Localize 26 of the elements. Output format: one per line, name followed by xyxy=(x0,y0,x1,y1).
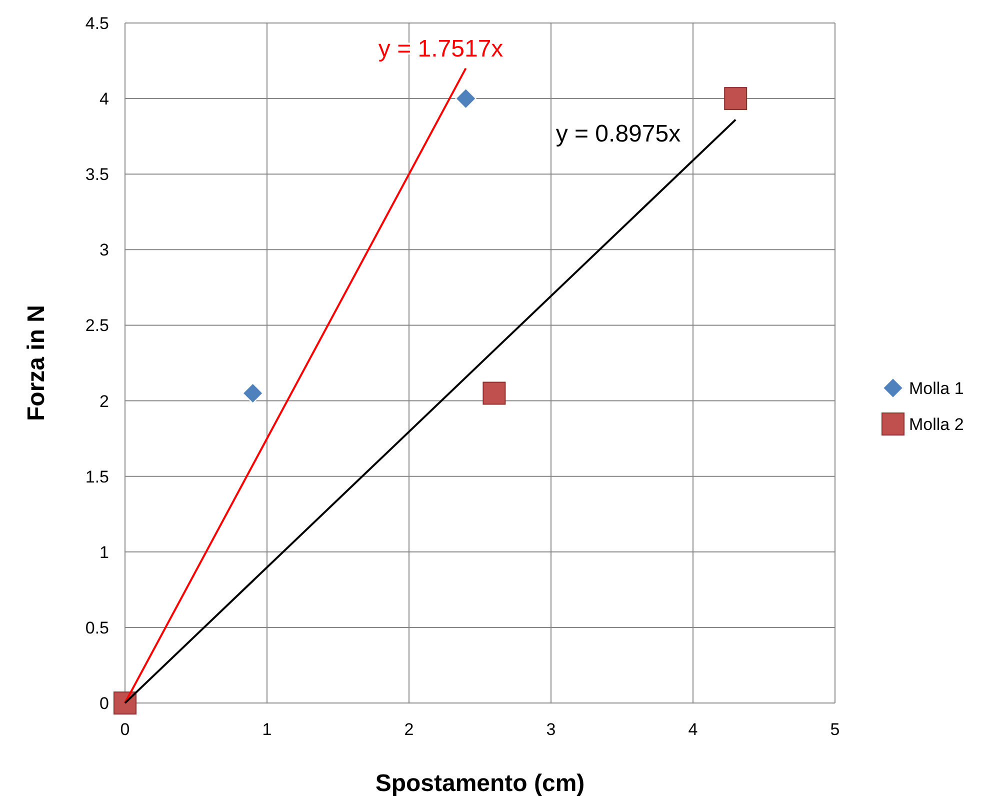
y-tick-label: 1 xyxy=(100,542,109,562)
x-tick-label: 3 xyxy=(546,720,556,739)
y-tick-label: 4.5 xyxy=(85,14,109,33)
point xyxy=(724,87,748,110)
point xyxy=(455,88,476,110)
y-tick-label: 1.5 xyxy=(85,467,109,486)
y-tick-label: 4 xyxy=(100,90,109,109)
annotation: y = 1.7517x xyxy=(378,35,504,62)
x-tick-label: 0 xyxy=(120,720,130,739)
annotation: y = 0.8975x xyxy=(556,120,681,148)
y-tick-label: 0 xyxy=(100,694,109,713)
y-tick-label: 2.5 xyxy=(85,316,109,336)
point xyxy=(482,382,506,405)
y-tick-label: 3 xyxy=(100,240,109,260)
y-axis-title: Forza in N xyxy=(23,304,50,422)
x-tick-label: 5 xyxy=(830,720,840,739)
x-axis-title: Spostamento (cm) xyxy=(375,770,585,797)
x-tick-label: 4 xyxy=(688,720,698,739)
x-tick-label: 1 xyxy=(262,720,272,739)
y-tick-label: 2 xyxy=(100,392,109,411)
x-tick-label: 2 xyxy=(404,720,414,739)
legend-label: Molla 1 xyxy=(909,379,964,398)
legend-label: Molla 2 xyxy=(909,415,964,434)
y-tick-label: 3.5 xyxy=(85,165,109,184)
y-tick-label: 0.5 xyxy=(85,618,109,638)
point xyxy=(242,382,264,404)
